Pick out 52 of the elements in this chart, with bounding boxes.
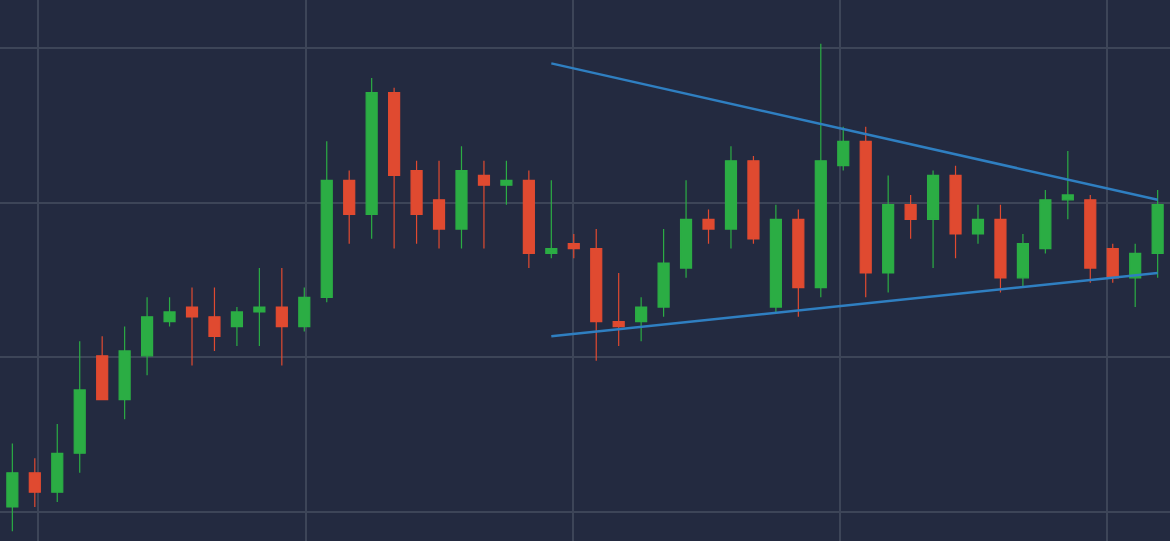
candlestick bbox=[904, 194, 917, 240]
candlestick bbox=[769, 204, 782, 313]
candlestick bbox=[275, 267, 288, 367]
candlestick bbox=[185, 286, 199, 367]
candlestick bbox=[747, 155, 760, 245]
candlestick bbox=[230, 306, 244, 347]
candlestick bbox=[343, 169, 356, 245]
candlestick bbox=[522, 169, 535, 269]
candlestick bbox=[1039, 189, 1052, 255]
candlestick bbox=[545, 179, 558, 259]
candlestick bbox=[1151, 189, 1164, 279]
candlestick bbox=[724, 145, 738, 250]
candlestick bbox=[882, 174, 895, 294]
candlestick bbox=[455, 145, 468, 250]
candlestick bbox=[253, 267, 266, 347]
candlestick bbox=[208, 286, 221, 352]
candlestick bbox=[410, 160, 423, 245]
candlestick bbox=[388, 87, 401, 250]
candlestick bbox=[1084, 194, 1097, 284]
candlestick bbox=[1016, 233, 1030, 289]
candlestick bbox=[567, 233, 580, 259]
candlestick bbox=[859, 126, 872, 298]
candlestick bbox=[702, 208, 715, 245]
candlestick bbox=[500, 160, 513, 206]
candlestick bbox=[1106, 243, 1119, 284]
candlestick bbox=[320, 140, 333, 303]
candlestick bbox=[477, 160, 491, 250]
candlestick bbox=[837, 126, 850, 172]
candlestick bbox=[814, 43, 827, 298]
candlestick bbox=[6, 442, 19, 532]
candlestick bbox=[679, 179, 693, 279]
candlestick bbox=[994, 204, 1007, 294]
candlestick bbox=[1129, 243, 1142, 308]
candlestick bbox=[365, 77, 378, 240]
candlestick bbox=[590, 228, 603, 362]
candlestick bbox=[432, 160, 446, 250]
candlestick bbox=[28, 457, 41, 508]
candlestick bbox=[1061, 150, 1074, 220]
candlestick bbox=[971, 204, 985, 245]
candlestick bbox=[118, 325, 131, 420]
candlestick bbox=[635, 296, 648, 342]
candlestick bbox=[298, 286, 311, 333]
candlestick bbox=[612, 272, 625, 347]
candlestick bbox=[792, 208, 805, 318]
candlestick bbox=[51, 423, 64, 503]
candlestick bbox=[96, 335, 109, 401]
candlestick bbox=[926, 169, 940, 269]
candlestick bbox=[949, 165, 962, 259]
candlestick bbox=[73, 340, 86, 474]
candlestick bbox=[140, 296, 154, 376]
candlestick bbox=[163, 296, 176, 328]
candlestick bbox=[657, 228, 670, 318]
